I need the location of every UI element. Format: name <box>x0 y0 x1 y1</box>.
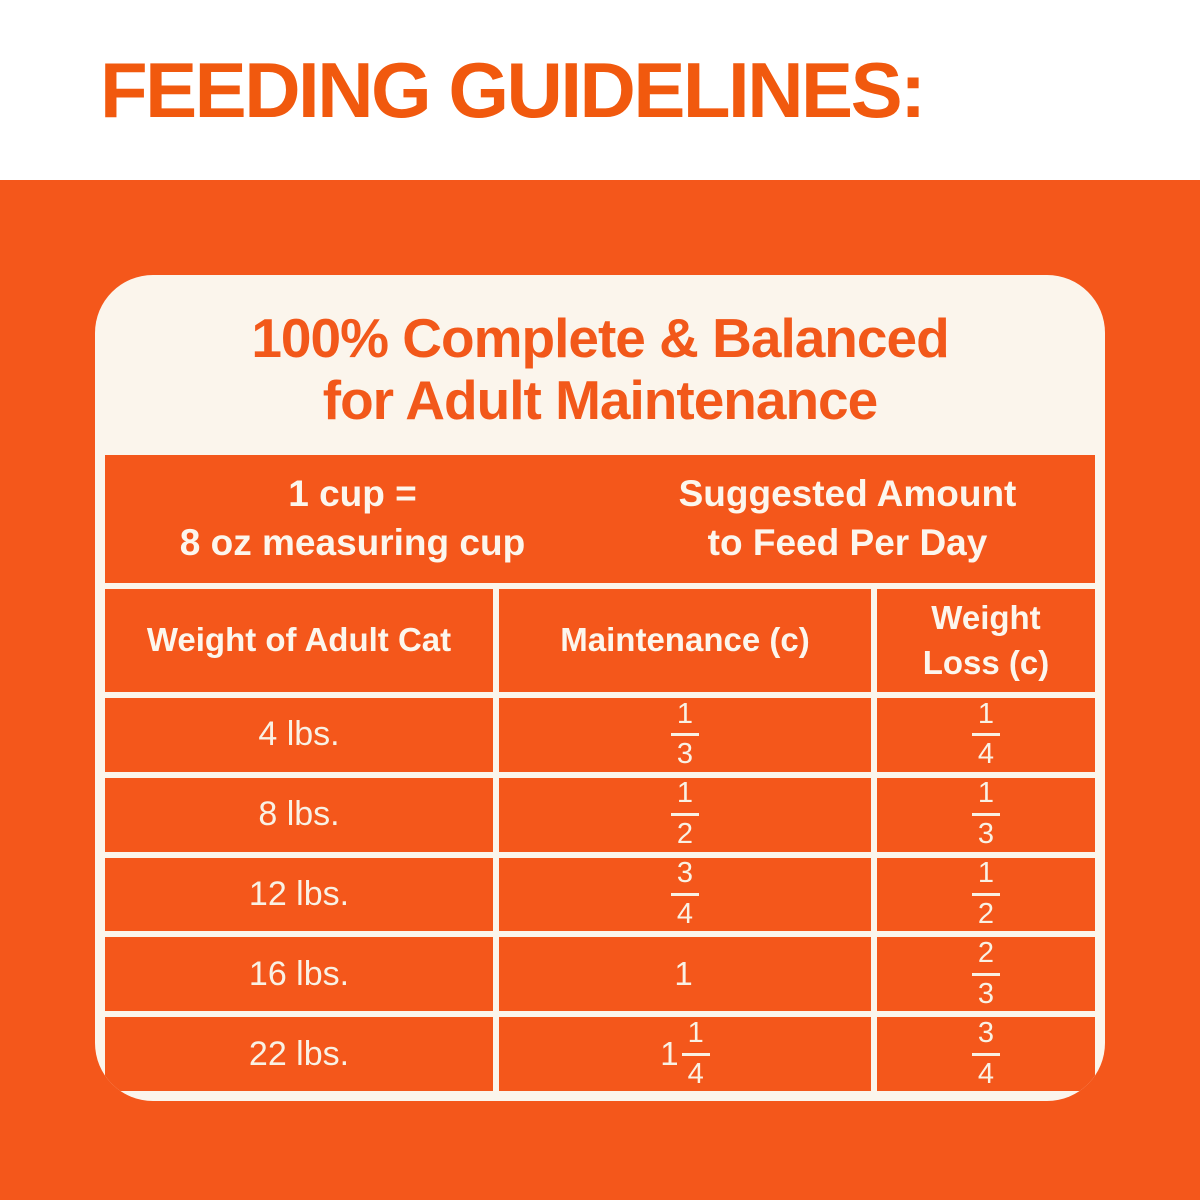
column-header-weight-loss: Weight Loss (c) <box>877 589 1095 692</box>
table-row-maintenance: 1 <box>499 937 871 1012</box>
suggested-amount-note: Suggested Amount to Feed Per Day <box>600 470 1095 568</box>
feeding-table: 1 cup = 8 oz measuring cup Suggested Amo… <box>105 455 1095 1091</box>
panel-title-line1: 100% Complete & Balanced <box>251 307 949 370</box>
fraction-denominator: 4 <box>977 1057 995 1090</box>
fraction-denominator: 4 <box>977 738 995 771</box>
whole-number: 1 <box>674 955 693 993</box>
fraction-denominator: 3 <box>977 977 995 1010</box>
fraction-numerator: 1 <box>971 777 1001 817</box>
table-row-weight: 12 lbs. <box>105 857 493 932</box>
suggested-line2: to Feed Per Day <box>707 522 988 563</box>
fraction-denominator: 2 <box>676 818 694 851</box>
fraction-numerator: 3 <box>670 857 700 896</box>
cup-measure-note: 1 cup = 8 oz measuring cup <box>105 470 600 568</box>
table-row-weight: 22 lbs. <box>105 1017 493 1091</box>
fraction-denominator: 3 <box>676 738 694 771</box>
fraction-numerator: 1 <box>971 698 1001 737</box>
column-header-maintenance: Maintenance (c) <box>499 589 871 692</box>
table-header-band: 1 cup = 8 oz measuring cup Suggested Amo… <box>105 455 1095 583</box>
fraction-denominator: 4 <box>687 1057 704 1090</box>
fraction-numerator: 1 <box>670 698 700 737</box>
column-header-weight: Weight of Adult Cat <box>105 589 493 692</box>
table-row-weight: 16 lbs. <box>105 937 493 1012</box>
panel-title-line2: for Adult Maintenance <box>322 369 878 431</box>
suggested-line1: Suggested Amount <box>678 473 1017 515</box>
fraction-numerator: 3 <box>971 1017 1001 1056</box>
table-row-weight: 8 lbs. <box>105 777 493 852</box>
fraction-denominator: 4 <box>676 897 694 930</box>
whole-number: 1 <box>660 1034 679 1072</box>
panel-title: 100% Complete & Balanced for Adult Maint… <box>105 285 1095 455</box>
feeding-guidelines-panel: 100% Complete & Balanced for Adult Maint… <box>95 275 1105 1101</box>
fraction-numerator: 2 <box>971 937 1001 976</box>
top-banner: FEEDING GUIDELINES: <box>0 0 1200 180</box>
maintenance-amount: 1 <box>674 955 695 993</box>
fraction-denominator: 3 <box>977 818 995 851</box>
page-title: FEEDING GUIDELINES: <box>100 45 926 134</box>
fraction-denominator: 2 <box>977 897 995 930</box>
table-row-weight: 4 lbs. <box>105 698 493 772</box>
cup-note-line1: 1 cup = <box>288 473 417 515</box>
fraction-numerator: 1 <box>670 777 700 817</box>
cup-note-line2: 8 oz measuring cup <box>179 522 526 563</box>
fraction-numerator: 1 <box>971 857 1001 896</box>
fraction-numerator: 1 <box>681 1017 710 1056</box>
